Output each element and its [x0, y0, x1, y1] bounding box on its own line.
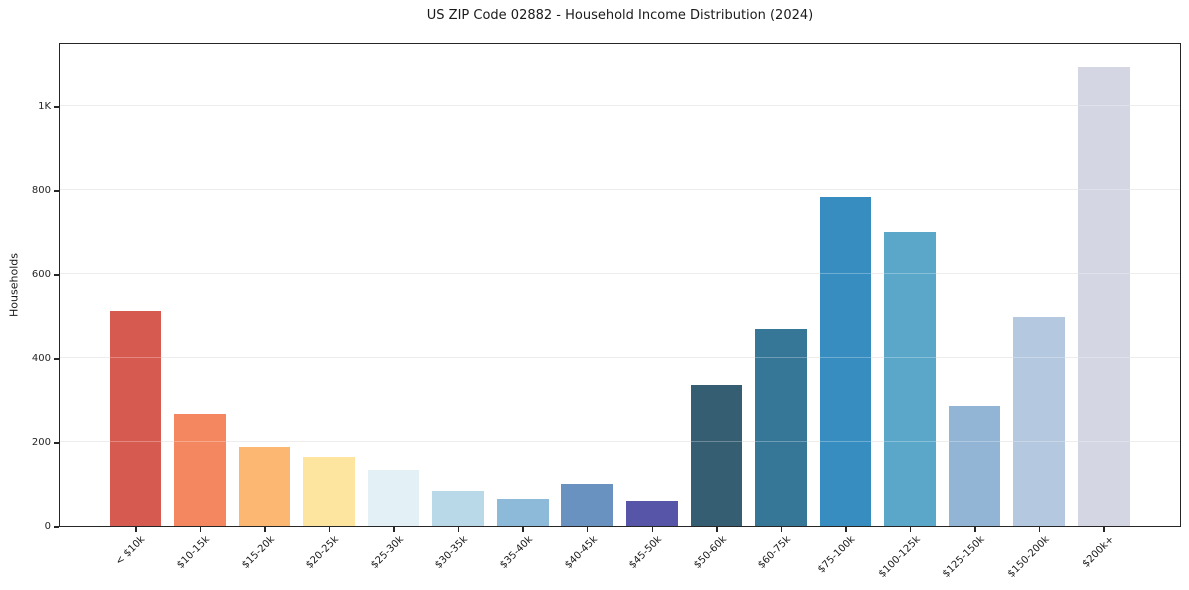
x-tick-label-< $10k: < $10k — [114, 534, 148, 568]
bar-$200k+ — [1077, 67, 1130, 526]
gridline-overlay-600 — [60, 273, 1180, 275]
x-tick-label-$75-100k: $75-100k — [816, 534, 858, 576]
bar-$150-200k — [1013, 317, 1066, 526]
y-tick-mark-800 — [54, 190, 59, 192]
chart-title: US ZIP Code 02882 - Household Income Dis… — [426, 8, 814, 23]
x-tick-label-$25-30k: $25-30k — [368, 534, 406, 571]
x-tick-mark-$15-20k — [264, 527, 266, 532]
x-tick-label-$35-40k: $35-40k — [498, 534, 535, 571]
bar-$25-30k — [367, 470, 420, 526]
x-tick-label-$125-150k: $125-150k — [940, 534, 987, 580]
bar-< $10k — [109, 311, 162, 526]
gridline-400 — [60, 357, 1180, 359]
plot-area — [59, 43, 1181, 527]
y-tick-label-1K: 1K — [38, 100, 51, 112]
x-tick-mark-$40-45k — [587, 527, 589, 532]
y-tick-label-200: 200 — [31, 436, 51, 448]
x-tick-label-$15-20k: $15-20k — [239, 534, 277, 571]
x-tick-mark-$125-150k — [974, 527, 976, 532]
y-tick-mark-0 — [54, 526, 59, 528]
x-tick-mark-$100-125k — [909, 527, 912, 532]
bar-$75-100k — [819, 197, 872, 526]
gridline-1K — [60, 105, 1180, 107]
x-tick-mark-$35-40k — [522, 527, 524, 532]
y-tick-mark-400 — [54, 358, 59, 360]
bar-$125-150k — [948, 405, 1001, 526]
gridline-overlay-400 — [60, 357, 1180, 359]
x-tick-mark-$25-30k — [393, 527, 395, 532]
x-tick-mark-$20-25k — [328, 527, 331, 532]
y-tick-label-0: 0 — [44, 521, 51, 532]
x-tick-label-$45-50k: $45-50k — [627, 534, 665, 571]
x-tick-label-$60-75k: $60-75k — [756, 534, 794, 571]
x-tick-label-$100-125k: $100-125k — [876, 534, 923, 580]
bar-$40-45k — [561, 484, 614, 526]
y-tick-mark-1K — [54, 106, 59, 108]
x-tick-mark-$45-50k — [651, 527, 653, 532]
gridline-600 — [60, 273, 1180, 275]
x-tick-label-$30-35k: $30-35k — [433, 534, 471, 571]
x-tick-mark-$150-200k — [1038, 527, 1041, 532]
bar-$20-25k — [303, 457, 355, 526]
x-tick-mark-< $10k — [135, 527, 137, 532]
x-tick-mark-$30-35k — [457, 527, 460, 532]
bar-$60-75k — [755, 328, 807, 526]
bar-$50-60k — [690, 384, 743, 526]
bar-$45-50k — [626, 501, 678, 526]
y-tick-label-400: 400 — [31, 352, 51, 364]
x-tick-label-$20-25k: $20-25k — [304, 534, 342, 571]
x-tick-label-$50-60k: $50-60k — [691, 534, 729, 571]
x-tick-label-$200k+: $200k+ — [1080, 534, 1116, 570]
x-tick-mark-$75-100k — [845, 527, 847, 532]
y-tick-label-600: 600 — [31, 268, 51, 280]
x-tick-label-$150-200k: $150-200k — [1005, 534, 1052, 580]
x-tick-mark-$10-15k — [199, 527, 202, 532]
bar-$10-15k — [174, 414, 226, 526]
bar-$100-125k — [884, 232, 936, 526]
y-axis-label: Households — [7, 253, 21, 317]
y-tick-label-800: 800 — [31, 184, 51, 196]
gridline-overlay-1K — [60, 105, 1180, 107]
gridline-overlay-800 — [60, 189, 1180, 191]
bar-$35-40k — [496, 499, 549, 526]
y-tick-mark-200 — [54, 442, 59, 444]
y-tick-mark-600 — [54, 274, 59, 276]
x-tick-mark-$50-60k — [716, 527, 718, 532]
gridline-overlay-200 — [60, 441, 1180, 443]
x-tick-mark-$200k+ — [1103, 527, 1105, 532]
x-tick-label-$40-45k: $40-45k — [562, 534, 600, 571]
bar-$30-35k — [432, 491, 485, 526]
bar-$15-20k — [238, 447, 291, 526]
gridline-800 — [60, 189, 1180, 191]
x-tick-label-$10-15k: $10-15k — [175, 534, 213, 571]
x-tick-mark-$60-75k — [780, 527, 783, 532]
gridline-200 — [60, 441, 1180, 443]
